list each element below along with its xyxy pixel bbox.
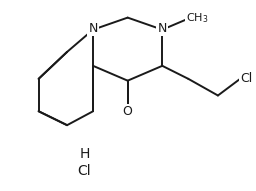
Text: Cl: Cl xyxy=(240,72,252,85)
Text: O: O xyxy=(123,105,133,118)
Text: N: N xyxy=(158,22,167,35)
Text: N: N xyxy=(88,22,98,35)
Text: H: H xyxy=(79,147,90,161)
Text: Cl: Cl xyxy=(78,164,91,178)
Text: CH$_3$: CH$_3$ xyxy=(186,11,208,24)
